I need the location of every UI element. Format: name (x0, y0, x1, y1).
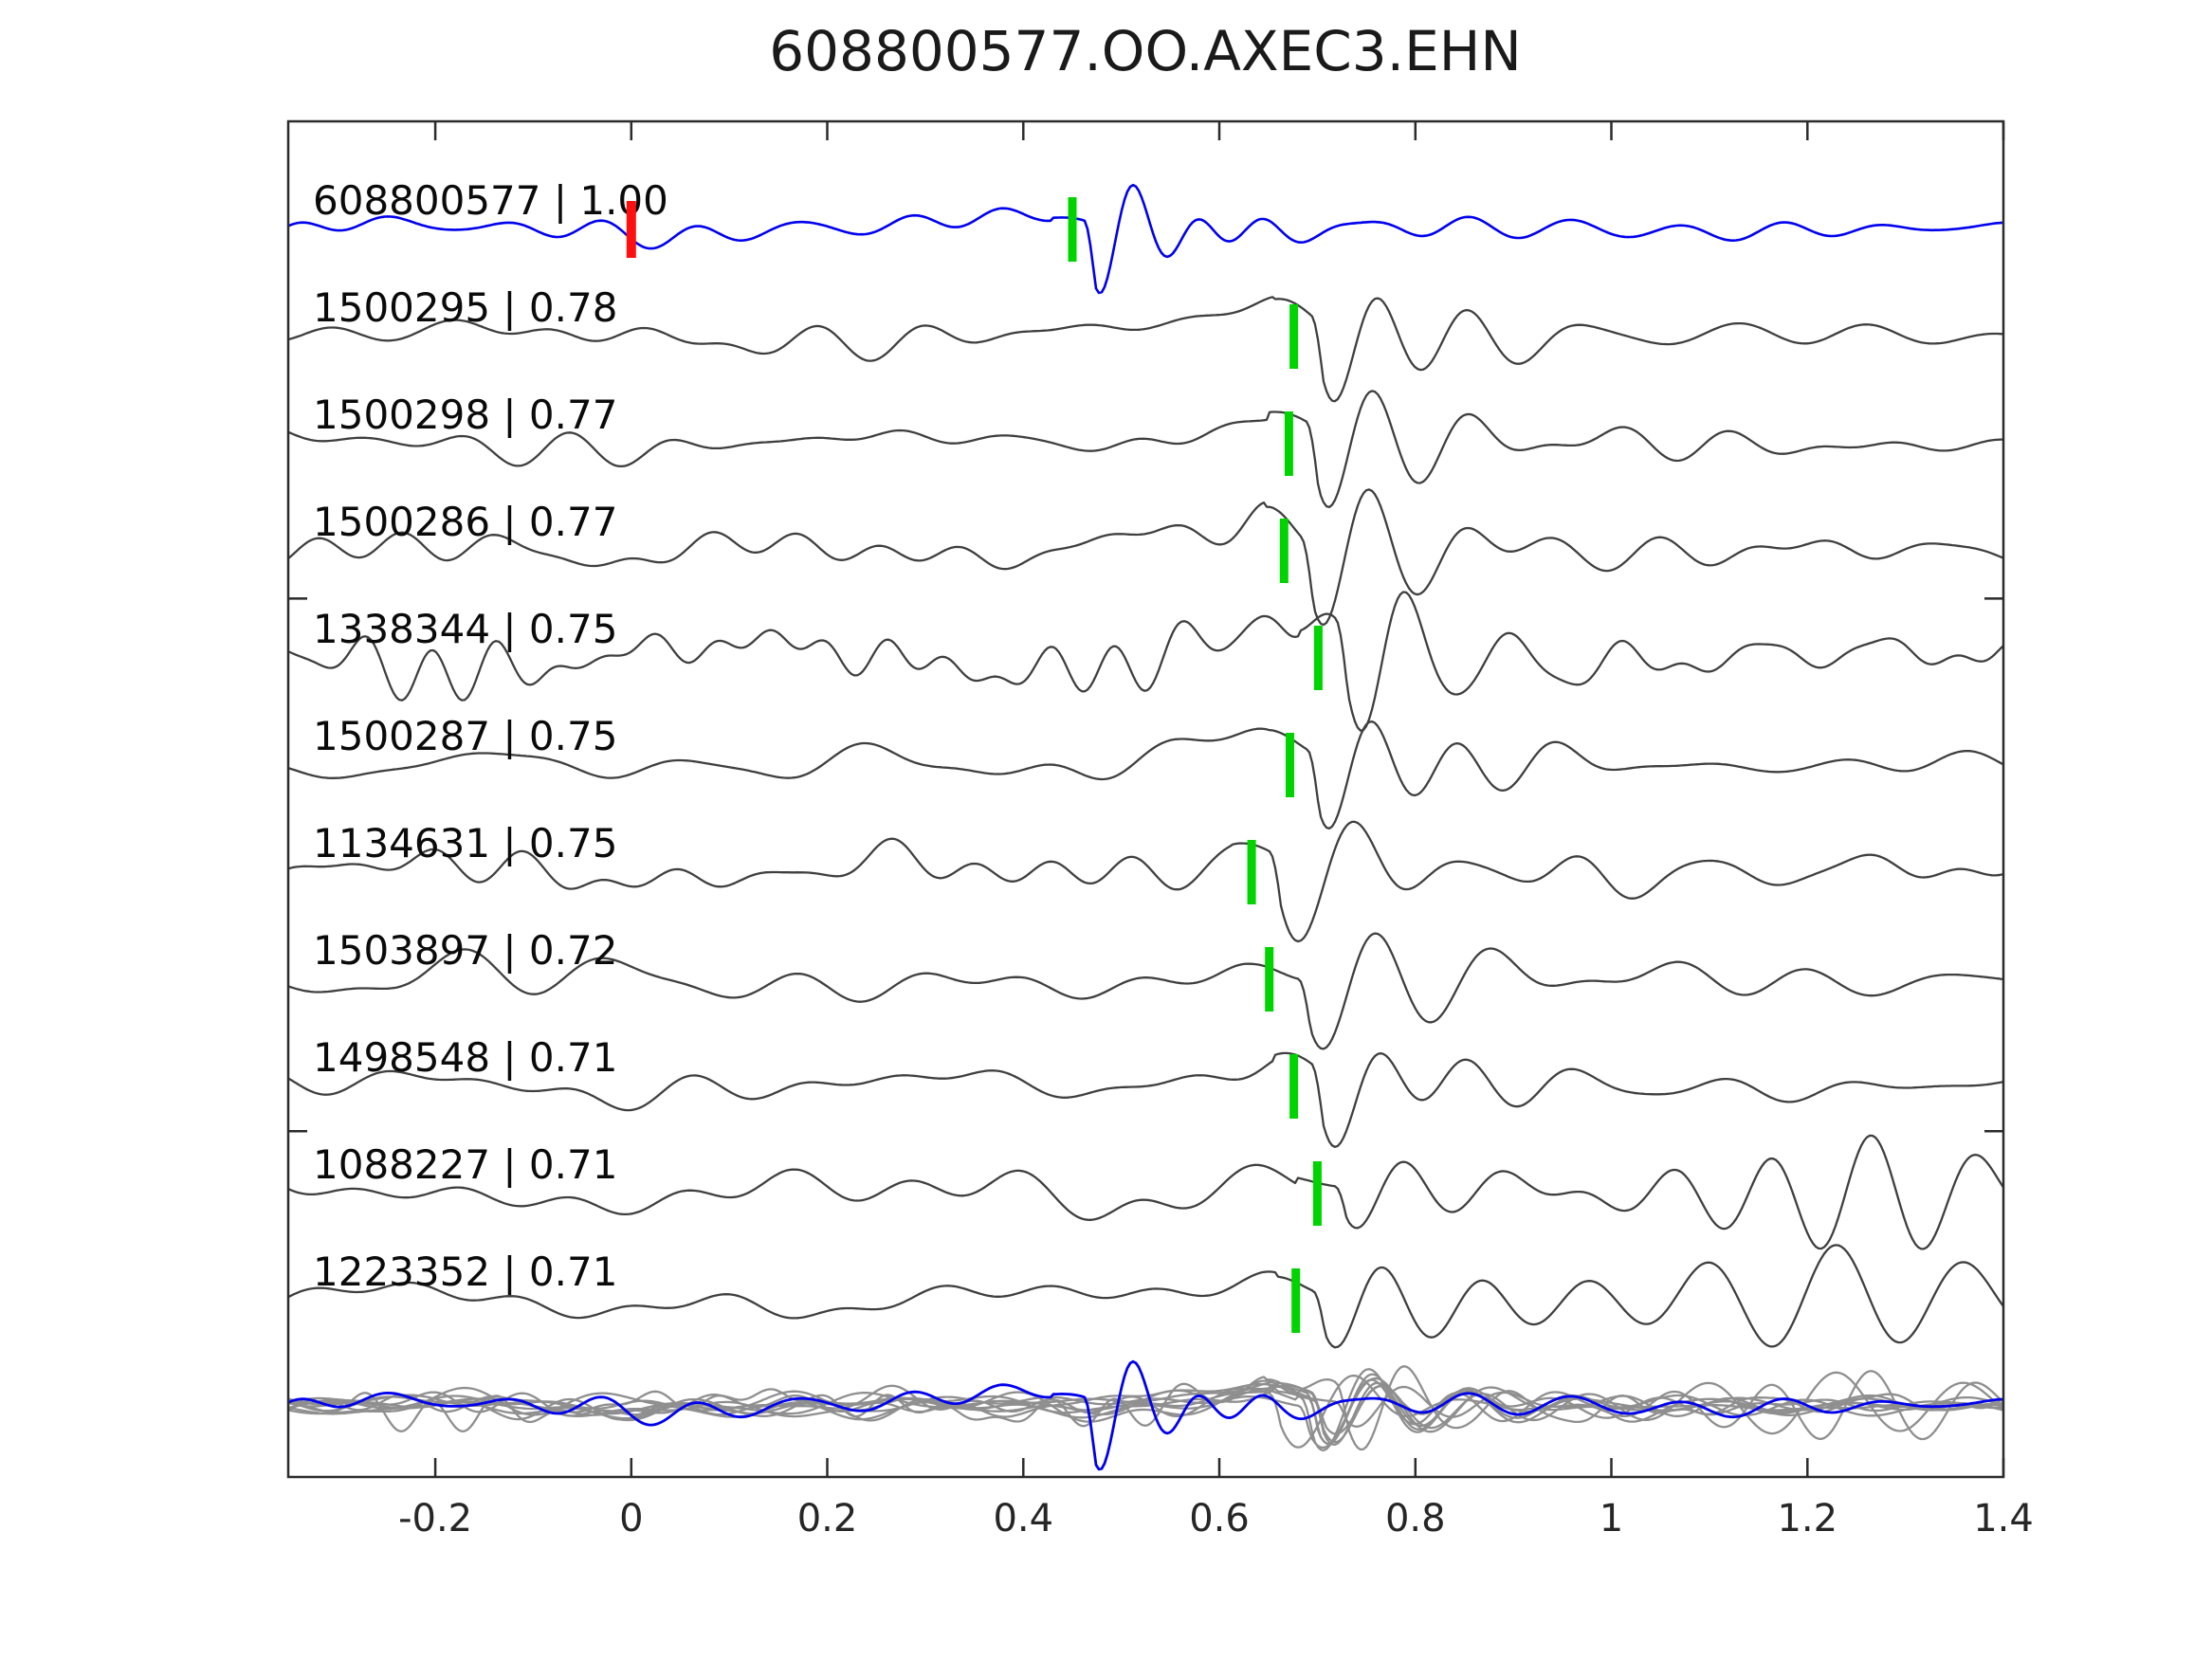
trace-label-1223352: 1223352 | 0.71 (313, 1249, 617, 1295)
x-axis-tick-label: 1 (1600, 1497, 1623, 1540)
waveform-trace-1223352 (289, 1244, 2002, 1349)
waveform-trace-1338344 (289, 591, 2002, 732)
pick-marker-green-1500295 (1289, 304, 1299, 369)
waveform-trace-1500298 (289, 390, 2002, 509)
overlay-template-trace (289, 1359, 2002, 1471)
trace-label-1134631: 1134631 | 0.75 (313, 820, 617, 866)
x-axis-tick-label: 1.2 (1777, 1497, 1837, 1540)
trace-label-1088227: 1088227 | 0.71 (313, 1141, 617, 1188)
pick-marker-green-1500287 (1286, 733, 1294, 797)
overlay-trace-1223352 (289, 1371, 2002, 1435)
x-axis-tick-label: 0 (619, 1497, 643, 1540)
x-axis-tick-label: 1.4 (1973, 1497, 2034, 1540)
pick-marker-green-608800577 (1068, 197, 1077, 262)
x-axis-tick-label: 0.6 (1189, 1497, 1250, 1540)
overlay-trace-1338344 (289, 1365, 2002, 1451)
waveform-trace-1500287 (289, 720, 2002, 830)
pick-marker-green-1500298 (1284, 411, 1293, 476)
waveform-trace-1088227 (289, 1134, 2002, 1250)
trace-label-1498548: 1498548 | 0.71 (313, 1034, 617, 1081)
trace-label-1500287: 1500287 | 0.75 (313, 713, 617, 759)
trace-label-608800577: 608800577 | 1.00 (313, 177, 668, 224)
trace-label-1500286: 1500286 | 0.77 (313, 499, 617, 545)
x-axis-tick-label: -0.2 (398, 1497, 472, 1540)
template-origin-marker (626, 201, 636, 258)
x-axis-tick-label: 0.8 (1385, 1497, 1446, 1540)
pick-marker-green-1498548 (1289, 1054, 1299, 1119)
figure-title: 608800577.OO.AXEC3.EHN (769, 19, 1521, 83)
trace-label-1500298: 1500298 | 0.77 (313, 392, 617, 438)
pick-marker-green-1088227 (1312, 1161, 1322, 1226)
trace-label-1503897: 1503897 | 0.72 (313, 927, 617, 974)
pick-marker-green-1500286 (1279, 519, 1289, 583)
trace-labels-layer: 608800577 | 1.00 1500295 | 0.78 1500298 | … (313, 177, 668, 1295)
traces-layer (289, 183, 2002, 1471)
trace-label-1500295: 1500295 | 0.78 (313, 284, 617, 331)
pick-marker-green-1134631 (1247, 840, 1256, 904)
pick-marker-green-1503897 (1265, 947, 1274, 1012)
x-axis-tick-label: 0.4 (993, 1497, 1053, 1540)
waveform-trace-1503897 (289, 932, 2002, 1050)
pick-marker-green-1223352 (1291, 1268, 1301, 1333)
axes-layer: -0.2 0 0.2 0.4 0.6 0.8 1 1.2 1.4 (288, 121, 2034, 1540)
pick-markers-layer (626, 197, 1323, 1333)
x-axis-tick-label: 0.2 (797, 1497, 858, 1540)
trace-label-1338344: 1338344 | 0.75 (313, 606, 617, 652)
waveform-trace-1500286 (289, 488, 2002, 627)
waveform-trace-1134631 (289, 820, 2002, 943)
waveform-trace-1498548 (289, 1051, 2002, 1148)
waveform-trace-1500295 (289, 296, 2002, 403)
waveform-trace-608800577 (289, 183, 2002, 295)
pick-marker-green-1338344 (1313, 626, 1323, 690)
axes-box (286, 119, 2005, 1479)
